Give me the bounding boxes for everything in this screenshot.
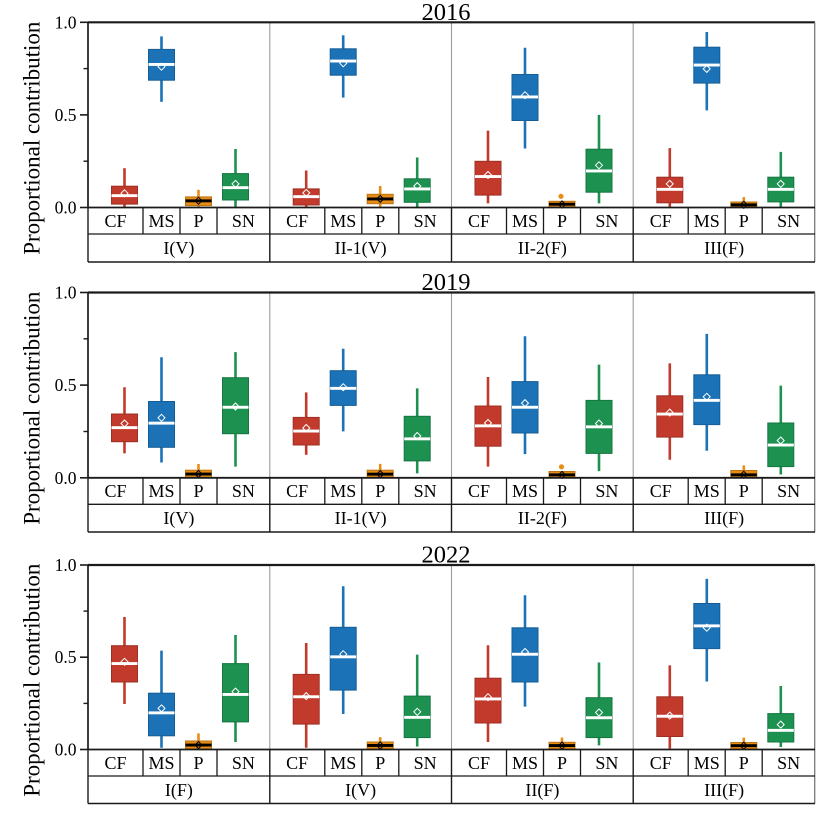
- svg-text:SN: SN: [595, 211, 618, 231]
- svg-text:P: P: [739, 481, 749, 501]
- svg-text:MS: MS: [148, 481, 174, 501]
- svg-text:I(V): I(V): [163, 508, 194, 529]
- svg-text:II-1(V): II-1(V): [335, 238, 387, 259]
- svg-text:1.0: 1.0: [55, 12, 77, 32]
- svg-text:MS: MS: [694, 753, 720, 773]
- svg-text:CF: CF: [650, 753, 672, 773]
- svg-text:I(V): I(V): [345, 780, 376, 801]
- svg-text:III(F): III(F): [704, 780, 744, 801]
- svg-text:II-1(V): II-1(V): [335, 508, 387, 529]
- svg-text:MS: MS: [512, 481, 538, 501]
- svg-text:II-2(F): II-2(F): [518, 238, 567, 259]
- svg-text:CF: CF: [650, 211, 672, 231]
- svg-text:III(F): III(F): [704, 508, 744, 529]
- svg-text:CF: CF: [468, 211, 490, 231]
- svg-text:CF: CF: [286, 481, 308, 501]
- svg-text:CF: CF: [650, 481, 672, 501]
- svg-text:SN: SN: [232, 211, 255, 231]
- svg-text:1.0: 1.0: [55, 283, 77, 303]
- svg-text:0.0: 0.0: [55, 740, 77, 760]
- svg-text:0.0: 0.0: [55, 198, 77, 218]
- svg-text:SN: SN: [414, 481, 437, 501]
- svg-text:II(F): II(F): [525, 780, 559, 801]
- svg-text:MS: MS: [148, 211, 174, 231]
- svg-text:P: P: [375, 481, 385, 501]
- svg-text:CF: CF: [104, 481, 126, 501]
- svg-text:I(F): I(F): [165, 780, 193, 801]
- svg-text:MS: MS: [148, 753, 174, 773]
- svg-text:SN: SN: [777, 481, 800, 501]
- svg-text:III(F): III(F): [704, 238, 744, 259]
- svg-text:SN: SN: [414, 753, 437, 773]
- svg-text:P: P: [739, 211, 749, 231]
- svg-text:SN: SN: [232, 481, 255, 501]
- svg-text:P: P: [557, 481, 567, 501]
- svg-text:MS: MS: [512, 753, 538, 773]
- svg-text:CF: CF: [286, 211, 308, 231]
- svg-text:MS: MS: [330, 211, 356, 231]
- svg-text:SN: SN: [232, 753, 255, 773]
- svg-text:P: P: [739, 753, 749, 773]
- svg-text:SN: SN: [777, 211, 800, 231]
- svg-text:P: P: [193, 481, 203, 501]
- svg-text:P: P: [557, 211, 567, 231]
- svg-text:MS: MS: [330, 481, 356, 501]
- svg-text:MS: MS: [330, 753, 356, 773]
- svg-text:SN: SN: [595, 481, 618, 501]
- svg-text:CF: CF: [468, 481, 490, 501]
- svg-text:P: P: [557, 753, 567, 773]
- svg-text:MS: MS: [694, 211, 720, 231]
- svg-text:MS: MS: [512, 211, 538, 231]
- svg-text:CF: CF: [468, 753, 490, 773]
- svg-text:P: P: [193, 753, 203, 773]
- svg-text:Proportional contribution: Proportional contribution: [20, 21, 45, 255]
- svg-text:MS: MS: [694, 481, 720, 501]
- svg-text:1.0: 1.0: [55, 555, 77, 575]
- svg-text:CF: CF: [104, 753, 126, 773]
- svg-text:P: P: [193, 211, 203, 231]
- svg-text:I(V): I(V): [163, 238, 194, 259]
- svg-text:CF: CF: [104, 211, 126, 231]
- svg-text:0.5: 0.5: [55, 647, 77, 667]
- svg-text:Proportional contribution: Proportional contribution: [20, 291, 45, 525]
- svg-text:P: P: [375, 211, 385, 231]
- svg-text:0.5: 0.5: [55, 375, 77, 395]
- svg-text:P: P: [375, 753, 385, 773]
- svg-text:0.0: 0.0: [55, 468, 77, 488]
- svg-text:SN: SN: [595, 753, 618, 773]
- svg-text:0.5: 0.5: [55, 105, 77, 125]
- svg-text:Proportional contribution: Proportional contribution: [20, 563, 45, 797]
- svg-text:SN: SN: [414, 211, 437, 231]
- svg-text:CF: CF: [286, 753, 308, 773]
- svg-text:SN: SN: [777, 753, 800, 773]
- svg-text:II-2(F): II-2(F): [518, 508, 567, 529]
